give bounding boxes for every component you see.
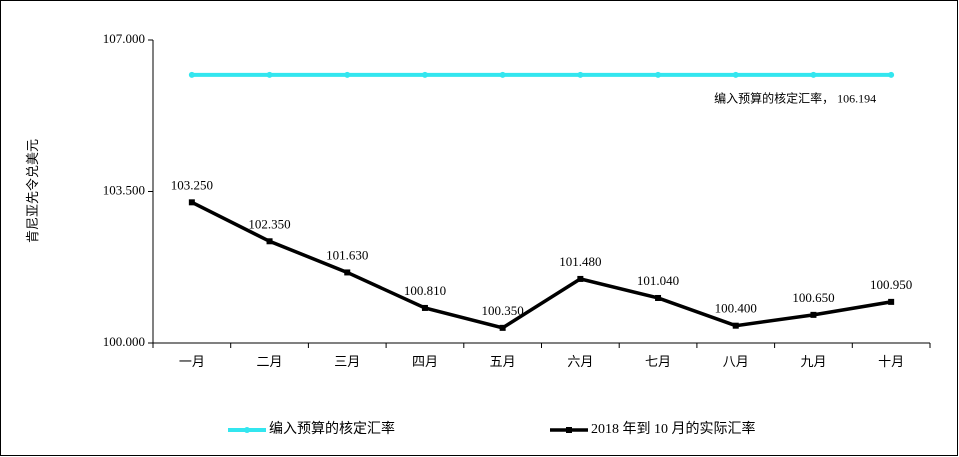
y-tick-label: 107.000 bbox=[103, 31, 145, 46]
x-tick-label: 六月 bbox=[567, 354, 593, 369]
y-tick-label: 103.500 bbox=[103, 182, 145, 197]
point bbox=[577, 275, 584, 282]
data-label: 102.350 bbox=[248, 216, 290, 231]
point bbox=[888, 298, 895, 305]
data-label: 100.400 bbox=[715, 301, 757, 316]
legend-marker bbox=[566, 427, 572, 433]
series-line bbox=[191, 200, 892, 330]
x-tick-label: 一月 bbox=[179, 354, 205, 369]
data-label: 101.630 bbox=[326, 247, 368, 262]
data-label: 100.650 bbox=[792, 290, 834, 305]
point bbox=[188, 199, 195, 206]
point bbox=[188, 71, 195, 78]
point bbox=[499, 71, 506, 78]
point bbox=[577, 71, 584, 78]
x-tick-label: 二月 bbox=[257, 354, 283, 369]
point bbox=[421, 304, 428, 311]
legend-marker bbox=[244, 427, 250, 433]
point bbox=[499, 324, 506, 331]
x-tick-label: 三月 bbox=[334, 354, 360, 369]
point bbox=[344, 71, 351, 78]
data-label: 103.250 bbox=[171, 177, 213, 192]
x-tick-label: 九月 bbox=[800, 354, 826, 369]
data-label: 101.040 bbox=[637, 273, 679, 288]
x-tick-label: 八月 bbox=[723, 354, 749, 369]
annotation: 编入预算的核定汇率， 106.194 bbox=[714, 91, 876, 106]
data-label: 101.480 bbox=[559, 254, 601, 269]
point bbox=[810, 71, 817, 78]
point bbox=[344, 269, 351, 276]
point bbox=[421, 71, 428, 78]
x-tick-label: 五月 bbox=[490, 354, 516, 369]
y-tick-label: 100.000 bbox=[103, 334, 145, 349]
point bbox=[655, 294, 662, 301]
y-axis-label: 肯尼亚先令兑美元 bbox=[25, 139, 40, 243]
point bbox=[732, 71, 739, 78]
x-tick-label: 七月 bbox=[645, 354, 671, 369]
legend-label: 2018 年到 10 月的实际汇率 bbox=[591, 420, 756, 437]
legend-label: 编入预算的核定汇率 bbox=[269, 420, 395, 437]
x-tick-label: 四月 bbox=[412, 354, 438, 369]
x-tick-label: 十月 bbox=[878, 354, 904, 369]
point bbox=[732, 322, 739, 329]
point bbox=[810, 311, 817, 318]
point bbox=[266, 238, 273, 245]
point bbox=[888, 71, 895, 78]
data-label: 100.350 bbox=[482, 303, 524, 318]
point bbox=[266, 71, 273, 78]
point bbox=[655, 71, 662, 78]
data-label: 100.810 bbox=[404, 283, 446, 298]
data-label: 100.950 bbox=[870, 277, 912, 292]
